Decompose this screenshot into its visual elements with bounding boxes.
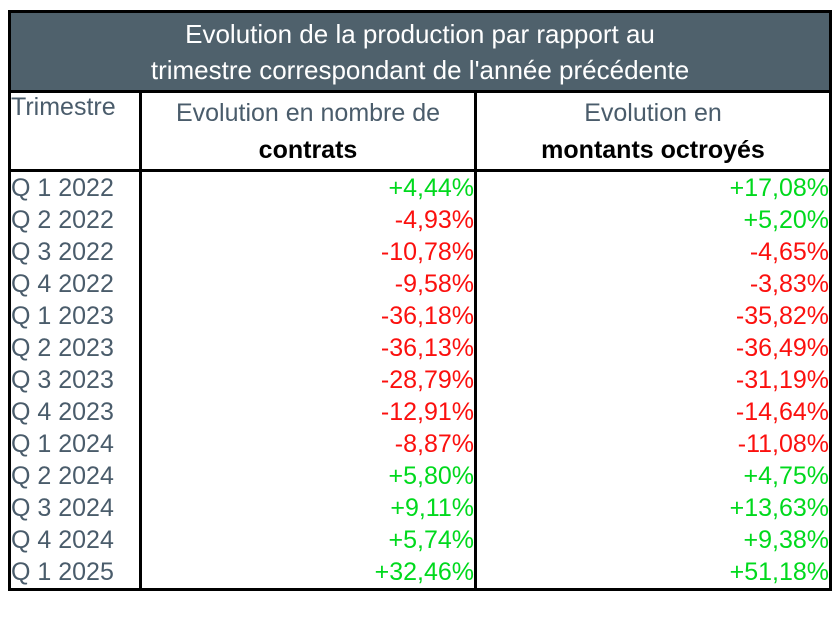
table-row: Q 4 2022 -9,58% -3,83% <box>10 268 831 300</box>
contrats-value-cell: -28,79% <box>139 364 476 396</box>
table-row: Q 4 2023 -12,91% -14,64% <box>10 396 831 428</box>
contrats-value-cell: -9,58% <box>139 268 476 300</box>
table-row: Q 2 2023 -36,13% -36,49% <box>10 332 831 364</box>
trimestre-cell: Q 4 2024 <box>11 526 114 554</box>
montants-value-cell: -3,83% <box>473 268 831 300</box>
contrats-value-cell: -4,93% <box>139 204 476 236</box>
montants-value-cell: +4,75% <box>473 460 831 492</box>
montants-value-cell: -35,82% <box>473 300 831 332</box>
montants-value-cell: -36,49% <box>473 332 831 364</box>
contrats-value-cell: -10,78% <box>139 236 476 268</box>
contrats-value-cell: +5,74% <box>139 524 476 556</box>
table-row: Q 2 2022 -4,93% +5,20% <box>10 204 831 236</box>
contrats-value-cell: -36,18% <box>139 300 476 332</box>
column-header-contrats-line2: contrats <box>258 136 358 164</box>
contrats-value-cell: +4,44% <box>139 170 476 204</box>
montants-value-cell: +9,38% <box>473 524 831 556</box>
table-row: Q 3 2024 +9,11% +13,63% <box>10 492 831 524</box>
trimestre-cell: Q 1 2024 <box>11 430 114 458</box>
montants-value-cell: +17,08% <box>473 170 831 204</box>
montants-value-cell: +13,63% <box>473 492 831 524</box>
contrats-value-cell: -36,13% <box>139 332 476 364</box>
contrats-value-cell: +5,80% <box>139 460 476 492</box>
trimestre-cell: Q 1 2023 <box>11 302 114 330</box>
montants-value-cell: -4,65% <box>473 236 831 268</box>
table-title-line2: trimestre correspondant de l'année précé… <box>150 55 690 85</box>
montants-value-cell: -31,19% <box>473 364 831 396</box>
trimestre-cell: Q 2 2024 <box>11 462 114 490</box>
table-row: Q 3 2023 -28,79% -31,19% <box>10 364 831 396</box>
contrats-value-cell: -12,91% <box>139 396 476 428</box>
trimestre-cell: Q 1 2022 <box>11 174 114 202</box>
trimestre-cell: Q 2 2022 <box>11 206 114 234</box>
column-header-trimestre: Trimestre <box>9 91 141 172</box>
trimestre-cell: Q 1 2025 <box>11 558 114 586</box>
contrats-value-cell: +9,11% <box>139 492 476 524</box>
table-row: Q 3 2022 -10,78% -4,65% <box>10 236 831 268</box>
column-header-montants-line1: Evolution en <box>584 99 722 127</box>
column-header-contrats: Evolution en nombre de contrats <box>139 91 476 172</box>
trimestre-cell: Q 3 2022 <box>11 238 114 266</box>
montants-value-cell: -11,08% <box>473 428 831 460</box>
montants-value-cell: +51,18% <box>473 556 831 590</box>
table-row: Q 1 2024 -8,87% -11,08% <box>10 428 831 460</box>
table-title-line1: Evolution de la production par rapport a… <box>185 19 655 49</box>
column-header-contrats-line1: Evolution en nombre de <box>175 99 441 127</box>
trimestre-cell: Q 4 2023 <box>11 398 114 426</box>
trimestre-cell: Q 4 2022 <box>11 270 114 298</box>
table-row: Q 1 2023 -36,18% -35,82% <box>10 300 831 332</box>
contrats-value-cell: +32,46% <box>139 556 476 590</box>
table-title-row: Evolution de la production par rapport a… <box>9 11 831 93</box>
trimestre-cell: Q 3 2024 <box>11 494 114 522</box>
table-row: Q 4 2024 +5,74% +9,38% <box>10 524 831 556</box>
table-title: Evolution de la production par rapport a… <box>9 11 831 93</box>
table-row: Q 1 2025 +32,46% +51,18% <box>10 556 831 590</box>
trimestre-cell: Q 3 2023 <box>11 366 114 394</box>
table-row: Q 1 2022 +4,44% +17,08% <box>10 170 831 204</box>
column-header-montants-line2: montants octroyés <box>541 136 765 164</box>
table-row: Q 2 2024 +5,80% +4,75% <box>10 460 831 492</box>
montants-value-cell: +5,20% <box>473 204 831 236</box>
montants-value-cell: -14,64% <box>473 396 831 428</box>
contrats-value-cell: -8,87% <box>139 428 476 460</box>
column-header-montants: Evolution en montants octroyés <box>473 91 831 172</box>
trimestre-cell: Q 2 2023 <box>11 334 114 362</box>
production-evolution-table: Evolution de la production par rapport a… <box>8 10 833 591</box>
table-header-row: Trimestre Evolution en nombre de contrat… <box>9 91 831 172</box>
